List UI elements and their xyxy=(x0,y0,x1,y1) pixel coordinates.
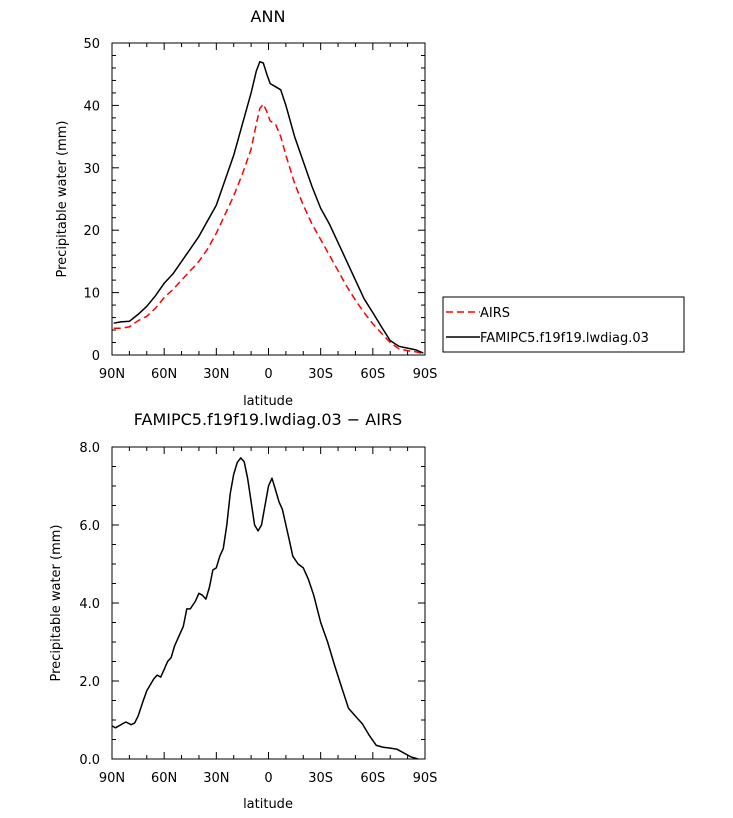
series-line-famipc5-f19f19-lwdiag-03 xyxy=(113,60,424,354)
y-tick-labels: 0.0 2.0 4.0 6.0 8.0 xyxy=(79,441,100,768)
x-tick-label: 90N xyxy=(99,367,125,382)
x-axis-label: latitude xyxy=(243,394,293,409)
x-tick-label: 30N xyxy=(203,771,229,786)
legend-box xyxy=(442,296,685,353)
chart-annual: ANN 90N 60N 30N 0 30S 60S 90S 0 10 20 30 40 50 lati… xyxy=(55,7,685,409)
x-tick-label: 30S xyxy=(308,771,333,786)
y-tick-label: 10 xyxy=(83,287,100,302)
x-tick-label: 90S xyxy=(413,367,438,382)
y-tick-label: 30 xyxy=(83,162,100,177)
y-tick-label: 8.0 xyxy=(79,441,100,456)
y-tick-label: 40 xyxy=(83,99,100,114)
legend-label-model: FAMIPC5.f19f19.lwdiag.03 xyxy=(480,331,649,346)
y-tick-label: 2.0 xyxy=(79,675,100,690)
x-tick-label: 90N xyxy=(99,771,125,786)
y-tick-label: 4.0 xyxy=(79,597,100,612)
x-tick-label: 30N xyxy=(203,367,229,382)
x-tick-label: 60N xyxy=(151,367,177,382)
x-axis-label: latitude xyxy=(243,797,293,812)
series-line-difference xyxy=(111,457,419,760)
y-tick-label: 0.0 xyxy=(79,753,100,768)
chart-difference: FAMIPC5.f19f19.lwdiag.03 − AIRS 90N 60N 30… xyxy=(49,410,437,812)
y-axis-label: Precipitable water (mm) xyxy=(55,121,70,278)
legend-label-airs: AIRS xyxy=(480,306,510,321)
chart-title: ANN xyxy=(251,7,286,26)
x-tick-label: 60S xyxy=(360,367,385,382)
x-tick-label: 0 xyxy=(264,771,272,786)
series-lines xyxy=(113,60,424,355)
y-tick-label: 50 xyxy=(83,37,100,52)
x-tick-label: 0 xyxy=(264,367,272,382)
x-tick-labels: 90N 60N 30N 0 30S 60S 90S xyxy=(99,367,438,382)
x-tick-label: 30S xyxy=(308,367,333,382)
x-tick-label: 90S xyxy=(413,771,438,786)
axis-ticks xyxy=(111,42,426,356)
y-tick-label: 0 xyxy=(92,349,100,364)
x-tick-label: 60N xyxy=(151,771,177,786)
axis-ticks xyxy=(111,446,426,760)
x-tick-labels: 90N 60N 30N 0 30S 60S 90S xyxy=(99,771,438,786)
y-axis-label: Precipitable water (mm) xyxy=(49,525,64,682)
y-tick-label: 20 xyxy=(83,224,100,239)
series-line-airs xyxy=(113,103,424,355)
plot-frame xyxy=(111,446,426,760)
chart-title: FAMIPC5.f19f19.lwdiag.03 − AIRS xyxy=(134,410,402,429)
y-tick-labels: 0 10 20 30 40 50 xyxy=(83,37,100,364)
plot-frame xyxy=(111,42,426,356)
legend: AIRS FAMIPC5.f19f19.lwdiag.03 xyxy=(442,296,685,353)
series-lines xyxy=(111,457,419,760)
y-tick-label: 6.0 xyxy=(79,519,100,534)
x-tick-label: 60S xyxy=(360,771,385,786)
